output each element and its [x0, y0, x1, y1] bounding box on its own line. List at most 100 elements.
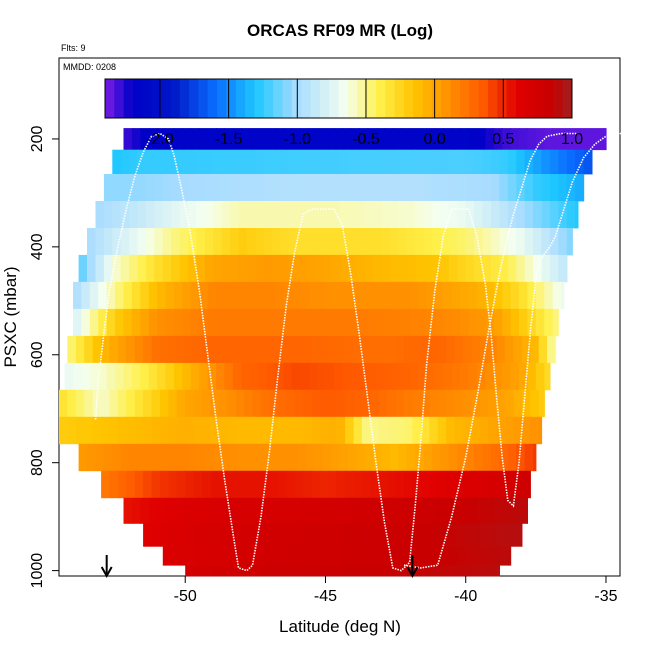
heat-cell — [432, 174, 442, 202]
heat-cell — [314, 149, 324, 175]
heat-cell — [558, 149, 568, 175]
heat-cell — [154, 254, 164, 283]
heat-cell — [342, 128, 352, 151]
heat-cell — [179, 228, 189, 256]
heat-cell — [117, 470, 127, 499]
heat-cell — [418, 128, 427, 151]
heat-cell — [392, 128, 402, 151]
flight-track — [94, 132, 623, 572]
heat-cell — [154, 201, 164, 229]
heat-cell — [502, 497, 512, 524]
heat-cell — [146, 443, 155, 472]
heat-cell — [448, 201, 458, 229]
heat-cell — [390, 174, 399, 202]
heat-cell — [101, 335, 111, 364]
heat-cell — [112, 149, 122, 175]
heat-cell — [499, 546, 509, 566]
heat-cell — [101, 389, 111, 418]
heat-cell — [325, 497, 335, 524]
axes: -50 -45 -40 -35 200 400 600 800 1000 — [29, 125, 618, 605]
heat-cell — [143, 335, 153, 364]
heat-cell — [353, 470, 363, 499]
heat-cell — [160, 335, 169, 364]
colorbar-tick-label: 1.0 — [561, 131, 583, 148]
heat-cell — [499, 149, 509, 175]
heat-cell — [230, 254, 240, 283]
heat-cell — [317, 362, 327, 391]
heat-cell — [398, 201, 408, 229]
heat-cell — [319, 416, 329, 445]
heat-cell — [406, 443, 416, 472]
arrow-head — [100, 566, 113, 579]
heat-cell — [347, 149, 357, 175]
heat-cell — [218, 523, 228, 547]
heat-cell — [387, 335, 397, 364]
heat-cell — [92, 416, 102, 445]
heat-cell — [117, 335, 127, 364]
heat-cell — [474, 546, 484, 566]
heat-cell — [176, 416, 186, 445]
heat-cell — [468, 362, 478, 391]
heat-cell — [199, 281, 209, 310]
heat-cell — [510, 281, 520, 310]
heat-cell — [533, 228, 542, 256]
heat-cell — [129, 201, 139, 229]
heat-cell — [109, 416, 119, 445]
heat-cell — [418, 308, 427, 337]
heat-cell — [280, 201, 290, 229]
heat-cell — [103, 228, 113, 256]
heat-cell — [415, 254, 425, 283]
heat-cell — [423, 149, 433, 175]
heat-cell — [269, 335, 279, 364]
heat-cell — [129, 254, 139, 283]
heat-cell — [432, 228, 442, 256]
heat-cell — [202, 416, 212, 445]
heat-cell — [308, 362, 318, 391]
heat-cell — [171, 228, 181, 256]
heat-cell — [474, 228, 484, 256]
heat-cell — [325, 308, 335, 337]
heat-cell — [280, 546, 290, 566]
heat-cell — [244, 565, 254, 577]
heat-cell — [401, 497, 411, 524]
heat-cell — [193, 523, 203, 547]
heat-cell — [244, 416, 254, 445]
heat-cell — [454, 523, 464, 547]
heat-cell — [120, 174, 130, 202]
heat-cell — [521, 523, 523, 547]
x-tick-label: -50 — [174, 588, 197, 605]
heat-cell — [387, 565, 397, 577]
colorbar-swatch — [534, 79, 545, 118]
heat-cell — [401, 308, 411, 337]
heat-cell — [468, 128, 478, 151]
heat-cell — [193, 565, 203, 577]
heat-cell — [429, 389, 439, 418]
heat-cell — [325, 128, 335, 151]
heat-cell — [137, 228, 147, 256]
heat-cell — [283, 362, 293, 391]
heat-cell — [406, 254, 416, 283]
heat-cell — [280, 228, 290, 256]
heat-cell — [437, 335, 447, 364]
heat-cell — [535, 128, 545, 151]
heat-cell — [148, 362, 158, 391]
heat-cell — [390, 443, 399, 472]
heat-cell — [336, 416, 346, 445]
heat-cell — [286, 523, 296, 547]
heat-cell — [376, 362, 385, 391]
colorbar-swatch — [441, 79, 451, 118]
heat-cell — [460, 281, 470, 310]
colorbar-swatch — [338, 79, 349, 118]
heat-cell — [479, 565, 489, 577]
heat-cell — [406, 174, 416, 202]
heat-cell — [502, 281, 512, 310]
heat-cell — [328, 416, 338, 445]
heat-cell — [235, 335, 245, 364]
heat-cell — [448, 228, 458, 256]
heat-cell — [491, 149, 500, 175]
heat-cell — [426, 497, 436, 524]
heat-cell — [193, 470, 203, 499]
heat-cell — [134, 389, 144, 418]
heat-cell — [549, 149, 559, 175]
heat-cell — [263, 254, 273, 283]
